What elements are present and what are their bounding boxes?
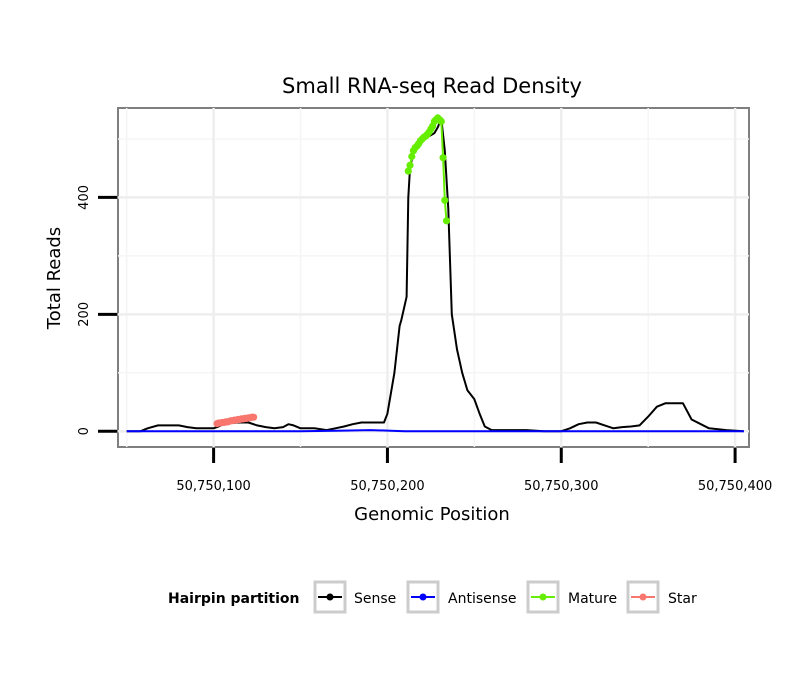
- x-tick-label: 50,750,100: [176, 479, 250, 494]
- legend-point-mature: [539, 593, 547, 601]
- axis-tick-labels: 50,750,100 50,750,200 50,750,300 50,750,400…: [77, 185, 772, 494]
- legend-label-antisense: Antisense: [448, 591, 517, 607]
- y-tick-label: 400: [77, 185, 92, 210]
- data-point-star: [250, 413, 258, 421]
- x-tick-label: 50,750,200: [350, 479, 424, 494]
- data-point-mature: [437, 117, 445, 125]
- legend-point-antisense: [419, 593, 427, 601]
- plot-panel: [117, 107, 750, 448]
- legend: Hairpin partition Sense Antisense Mature…: [168, 580, 697, 614]
- data-point-mature: [442, 217, 451, 225]
- data-point-mature: [441, 196, 449, 204]
- x-tick-label: 50,750,300: [524, 479, 598, 494]
- y-tick-label: 0: [77, 427, 92, 435]
- axis-ticks: [98, 195, 737, 463]
- legend-title: Hairpin partition: [168, 591, 299, 607]
- x-axis-title: Genomic Position: [354, 504, 510, 525]
- legend-label-star: Star: [668, 591, 697, 607]
- grid: [118, 108, 749, 447]
- legend-point-star: [639, 593, 647, 601]
- legend-point-sense: [326, 593, 334, 601]
- legend-label-sense: Sense: [354, 591, 396, 607]
- data-point-mature: [404, 167, 412, 175]
- series-line-antisense: [126, 429, 744, 433]
- chart-title: Small RNA-seq Read Density: [282, 74, 582, 98]
- data-point-mature: [406, 161, 414, 169]
- y-tick-label: 200: [77, 302, 92, 327]
- data-point-mature: [408, 152, 416, 161]
- series-layer: [126, 114, 744, 433]
- data-point-mature: [439, 154, 447, 162]
- y-axis-title: Total Reads: [44, 227, 65, 330]
- x-tick-label: 50,750,400: [698, 479, 772, 494]
- legend-label-mature: Mature: [568, 591, 617, 607]
